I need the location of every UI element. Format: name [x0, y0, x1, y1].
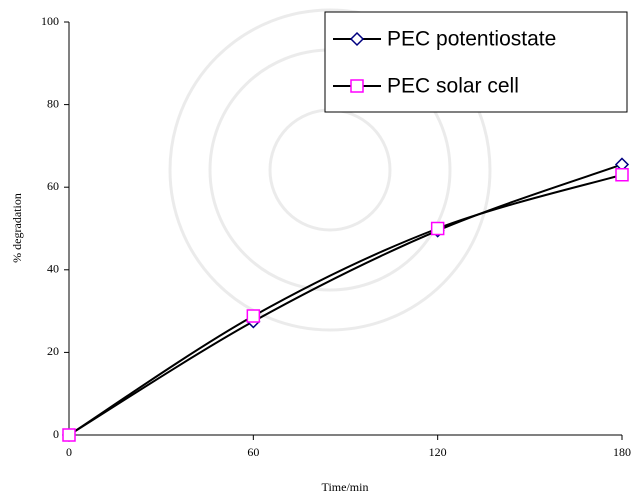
series-line: [68, 173, 623, 436]
legend-label: PEC solar cell: [387, 75, 519, 98]
marker: [349, 31, 365, 47]
marker: [246, 309, 261, 323]
legend-label: PEC potentiostate: [387, 28, 556, 51]
series-line: [68, 163, 623, 436]
x-axis-label: Time/min: [322, 480, 369, 494]
marker: [615, 168, 629, 182]
y-tick-label: 60: [47, 179, 59, 193]
x-tick-label: 120: [429, 445, 447, 459]
y-tick-label: 100: [41, 14, 59, 28]
x-tick-label: 60: [247, 445, 259, 459]
marker: [62, 428, 76, 442]
y-axis-label: % degradation: [10, 193, 24, 263]
legend-box: [324, 11, 628, 113]
y-tick-label: 80: [47, 96, 59, 110]
y-tick-label: 0: [53, 427, 59, 441]
x-tick-label: 0: [66, 445, 72, 459]
marker: [430, 221, 445, 236]
y-tick-label: 40: [47, 262, 59, 276]
x-tick-label: 180: [613, 445, 631, 459]
marker: [350, 79, 364, 93]
legend: PEC potentiostate PEC solar cell: [324, 11, 628, 113]
y-tick-label: 20: [47, 344, 59, 358]
